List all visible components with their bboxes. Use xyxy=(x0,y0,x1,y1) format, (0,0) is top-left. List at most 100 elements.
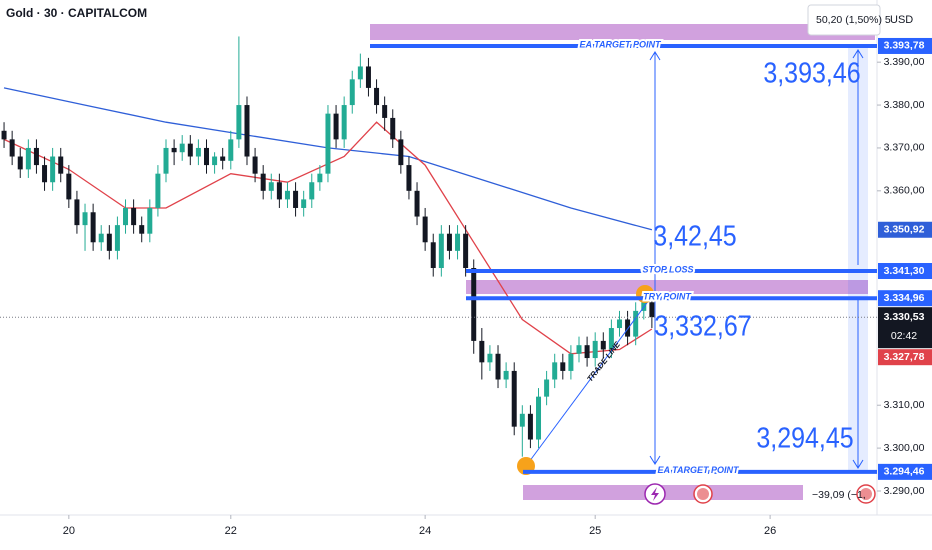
candle-body xyxy=(1,130,7,140)
candle-body xyxy=(123,207,129,226)
candle-body xyxy=(649,302,655,318)
countdown: 02:42 xyxy=(891,330,917,342)
candle-body xyxy=(487,353,493,363)
change-label: 50,20 (1,50%) 5 xyxy=(816,14,891,26)
candle-body xyxy=(325,113,331,174)
y-tick-label: 3.370,00 xyxy=(884,142,925,154)
price-tag-label: 3.393,78 xyxy=(884,40,925,52)
candle-body xyxy=(82,212,88,226)
last-price-tag xyxy=(878,307,932,349)
level-text: STOP LOSS xyxy=(642,264,693,274)
candle-body xyxy=(171,147,177,153)
candle-body xyxy=(90,212,96,243)
currency[interactable]: USD xyxy=(890,14,913,26)
candle-body xyxy=(293,190,299,208)
candle-body xyxy=(592,340,598,359)
arrow-head xyxy=(649,455,661,465)
candle-body xyxy=(74,199,80,226)
candle-body xyxy=(131,207,137,226)
x-tick-label: 24 xyxy=(419,525,431,537)
candle-body xyxy=(382,105,388,118)
candle-body xyxy=(633,310,639,337)
candle-body xyxy=(333,113,339,140)
level-text: EA TARGET POINT xyxy=(658,465,741,475)
candle-body xyxy=(195,147,201,157)
level-text: TRY POINT xyxy=(643,292,692,302)
candle-body xyxy=(341,105,347,140)
annotation: 3,332,67 xyxy=(654,310,751,342)
candle-body xyxy=(455,233,461,251)
candle-body xyxy=(568,353,574,371)
candle-body xyxy=(228,139,234,161)
candle-body xyxy=(260,173,266,191)
plot xyxy=(1,36,655,457)
x-tick-label: 20 xyxy=(63,525,75,537)
candle-body xyxy=(220,156,226,161)
candle-body xyxy=(9,139,15,157)
arrow-head xyxy=(852,49,864,59)
candle-body xyxy=(66,173,72,200)
candle-body xyxy=(252,156,258,174)
candle-body xyxy=(471,268,477,341)
candle-body xyxy=(42,165,48,183)
y-tick-label: 3.300,00 xyxy=(884,442,925,454)
trade-line xyxy=(525,291,656,467)
candle-body xyxy=(544,379,550,397)
candle-body xyxy=(422,216,428,243)
candle-body xyxy=(357,66,363,80)
price-tag-label: 3.350,92 xyxy=(884,224,925,236)
y-tick-label: 3.390,00 xyxy=(884,56,925,68)
chart-title: Gold · 30 · CAPITALCOM xyxy=(6,6,147,20)
candle-body xyxy=(608,328,614,350)
candle-body xyxy=(317,173,323,183)
annotation: 3,42,45 xyxy=(653,220,736,252)
candle-body xyxy=(374,87,380,106)
y-tick-label: 3.380,00 xyxy=(884,99,925,111)
candle-body xyxy=(536,396,542,440)
candle-body xyxy=(616,319,622,329)
candle-body xyxy=(519,413,525,427)
candle-body xyxy=(25,147,31,170)
y-tick-label: 3.290,00 xyxy=(884,485,925,497)
candle-body xyxy=(414,190,420,217)
candle-body xyxy=(576,345,582,354)
candle-body xyxy=(106,233,112,251)
price-tag-label: 3.341,30 xyxy=(884,265,925,277)
candle-body xyxy=(511,370,517,427)
candle-body xyxy=(600,340,606,350)
level-text: EA TARGET POINT xyxy=(580,39,663,49)
candle-body xyxy=(365,66,371,88)
annotation: 3,393,46 xyxy=(763,57,860,89)
candle-body xyxy=(163,147,169,174)
x-tick-label: 22 xyxy=(225,525,237,537)
candle-body xyxy=(479,340,485,363)
event-icon-glyph xyxy=(860,488,872,500)
candle-body xyxy=(50,156,56,183)
candle-body xyxy=(276,182,282,200)
candle-body xyxy=(446,233,452,251)
drawings xyxy=(525,49,864,469)
entry-zone xyxy=(466,280,868,294)
event-icon-glyph xyxy=(651,487,659,501)
price-tag xyxy=(878,221,932,238)
x-tick-label: 26 xyxy=(764,525,776,537)
annotation: 3,294,45 xyxy=(756,422,853,454)
candle-body xyxy=(17,156,23,170)
bottom-change: −39,09 (−1, xyxy=(812,489,866,501)
candle-body xyxy=(236,105,242,140)
arrow-head xyxy=(649,51,661,61)
candle-body xyxy=(552,362,558,380)
candle-body xyxy=(398,139,404,166)
price-tag xyxy=(878,349,932,366)
candle-body xyxy=(309,182,315,200)
candle-body xyxy=(503,370,509,380)
candle-body xyxy=(179,143,185,153)
candle-body xyxy=(560,362,566,371)
candle-body xyxy=(98,233,104,243)
candle-body xyxy=(147,207,153,234)
event-icon-glyph xyxy=(697,488,709,500)
price-tag-label: 3.327,78 xyxy=(884,351,925,363)
candle-body xyxy=(625,319,631,337)
candle-body xyxy=(203,147,209,166)
